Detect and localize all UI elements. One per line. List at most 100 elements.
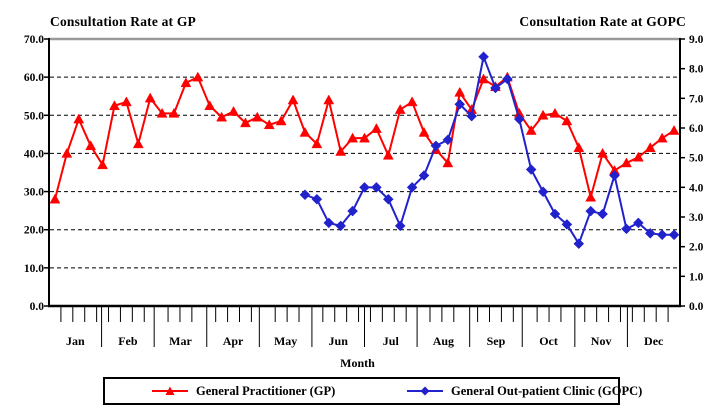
left-axis-tick-label: 40.0 (24, 148, 44, 160)
x-axis-title: Month (340, 356, 375, 370)
gopc-data-point (311, 193, 323, 205)
gp-data-point (478, 73, 489, 84)
gp-data-point (299, 126, 311, 137)
gopc-data-point (382, 193, 394, 205)
gopc-data-point (406, 181, 418, 193)
gopc-data-point (597, 208, 608, 220)
left-axis-tick-label: 30.0 (24, 187, 44, 199)
gp-data-point (311, 138, 323, 149)
gp-data-point (216, 111, 228, 122)
month-label: Apr (223, 334, 244, 348)
gp-data-point (144, 92, 156, 103)
right-axis-tick-label: 1.0 (689, 271, 704, 283)
gp-data-point (132, 138, 144, 149)
gopc-data-point (609, 170, 620, 181)
right-axis-tick-label: 6.0 (689, 123, 704, 135)
legend-label-gp: General Practitioner (GP) (196, 383, 336, 398)
gp-data-point (359, 132, 370, 143)
gopc-data-point (335, 220, 347, 232)
gp-data-point (192, 71, 204, 82)
gp-data-point (73, 113, 85, 124)
left-axis-tick-label: 70.0 (24, 34, 44, 46)
gopc-data-point (502, 73, 513, 85)
gp-data-point (251, 111, 263, 122)
gp-data-point (323, 94, 335, 105)
gopc-data-point (418, 170, 430, 181)
gopc-data-point (513, 113, 525, 125)
gp-line-marker-icon (151, 385, 189, 397)
gp-data-point (335, 146, 347, 156)
legend-item-gp: General Practitioner (GP) (151, 379, 335, 403)
gopc-data-point (668, 229, 680, 241)
gopc-data-point (442, 134, 454, 146)
gp-data-point (644, 142, 656, 152)
left-axis-tick-label: 50.0 (24, 110, 44, 122)
triangle-marker-sample (152, 386, 188, 395)
gp-data-point (97, 159, 109, 170)
gopc-data-point (299, 189, 311, 201)
gp-data-point (382, 149, 394, 160)
gp-data-point (228, 105, 239, 116)
gp-data-point (573, 142, 585, 152)
gopc-data-point (621, 223, 632, 235)
legend-item-gopc: General Out-patient Clinic (GOPC) (406, 379, 642, 403)
gp-data-point (620, 157, 632, 168)
gp-data-point (597, 147, 609, 158)
gp-data-point (454, 86, 466, 97)
month-label: Jun (329, 334, 349, 348)
gp-data-point (85, 140, 97, 151)
gopc-data-point (656, 229, 668, 241)
right-axis-tick-label: 3.0 (689, 212, 704, 224)
right-axis-tick-label: 7.0 (689, 93, 704, 105)
month-label: Nov (591, 334, 612, 348)
left-axis-tick-label: 0.0 (30, 301, 45, 313)
gopc-data-point (394, 220, 406, 232)
legend-label-gopc: General Out-patient Clinic (GOPC) (451, 383, 643, 398)
right-axis-tick-label: 9.0 (689, 34, 704, 46)
month-label: Sep (487, 334, 506, 348)
gp-data-point (347, 132, 359, 143)
right-axis-title: Consultation Rate at GOPC (519, 14, 686, 29)
gopc-data-point (454, 98, 466, 110)
gp-data-point (549, 107, 561, 118)
gopc-data-point (525, 164, 537, 175)
gopc-data-point (632, 217, 644, 229)
right-axis-tick-label: 2.0 (689, 242, 704, 254)
month-label: Mar (169, 334, 192, 348)
gopc-data-point (537, 186, 549, 198)
gp-data-point (168, 107, 180, 118)
gopc-data-point (359, 181, 370, 193)
month-label: Aug (433, 334, 454, 348)
gopc-data-point (430, 140, 442, 152)
left-axis-tick-label: 20.0 (24, 225, 44, 237)
right-axis-tick-label: 4.0 (689, 182, 704, 194)
left-axis-tick-label: 10.0 (24, 263, 44, 275)
left-axis-title: Consultation Rate at GP (50, 14, 196, 29)
gp-data-point (394, 104, 406, 114)
month-label: Dec (644, 334, 664, 348)
gp-data-point (204, 100, 216, 110)
gp-data-point (49, 193, 61, 204)
gopc-data-point (585, 205, 597, 217)
gp-data-point (406, 96, 418, 107)
gp-data-point (632, 151, 644, 162)
gp-data-point (656, 132, 668, 143)
gp-data-point (668, 125, 680, 135)
diamond-marker-sample (407, 386, 443, 396)
right-axis-tick-label: 0.0 (689, 301, 704, 313)
gopc-data-point (371, 181, 382, 193)
left-axis-tick-label: 60.0 (24, 72, 44, 84)
gp-data-point (180, 77, 192, 88)
legend: General Practitioner (GP) General Out-pa… (103, 377, 642, 405)
gp-data-point (585, 191, 597, 202)
gp-data-point (287, 94, 299, 105)
gopc-series-line (304, 55, 675, 245)
gopc-line-marker-icon (406, 385, 444, 397)
gopc-data-point (466, 110, 478, 122)
right-axis-tick-label: 8.0 (689, 64, 704, 76)
gopc-data-point (573, 238, 585, 250)
gp-data-point (120, 96, 132, 107)
gp-data-point (561, 115, 573, 126)
gp-data-point (275, 115, 287, 126)
